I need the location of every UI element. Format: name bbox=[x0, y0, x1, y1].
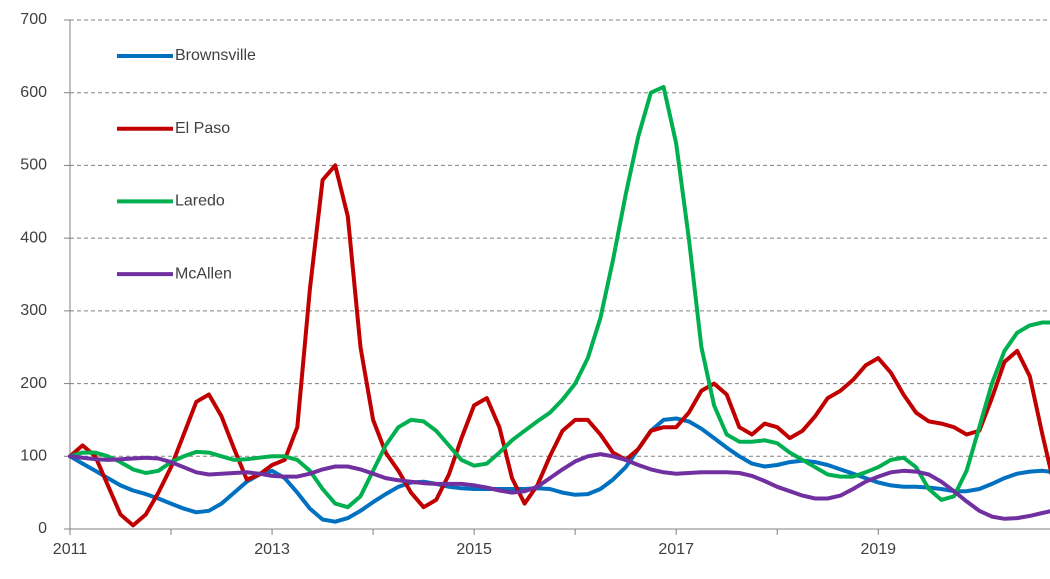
y-tick-label: 700 bbox=[20, 11, 47, 28]
y-tick-label: 400 bbox=[20, 229, 47, 246]
y-tick-label: 100 bbox=[20, 448, 47, 465]
legend-label: McAllen bbox=[175, 265, 232, 282]
x-tick-label: 2015 bbox=[456, 541, 492, 558]
x-tick-label: 2019 bbox=[860, 541, 896, 558]
y-tick-label: 500 bbox=[20, 157, 47, 174]
y-tick-label: 300 bbox=[20, 302, 47, 319]
series-line bbox=[68, 452, 1050, 521]
legend-label: Brownsville bbox=[175, 47, 256, 64]
y-tick-label: 600 bbox=[20, 84, 47, 101]
series-line bbox=[68, 416, 1050, 524]
x-tick-label: 2013 bbox=[254, 541, 290, 558]
x-tick-label: 2017 bbox=[658, 541, 694, 558]
series-line bbox=[68, 84, 1050, 510]
y-tick-label: 200 bbox=[20, 375, 47, 392]
y-tick-label: 0 bbox=[38, 520, 47, 537]
legend-label: Laredo bbox=[175, 193, 225, 210]
series-line bbox=[68, 163, 1050, 528]
legend-label: El Paso bbox=[175, 120, 230, 137]
x-tick-label: 2011 bbox=[53, 541, 88, 558]
